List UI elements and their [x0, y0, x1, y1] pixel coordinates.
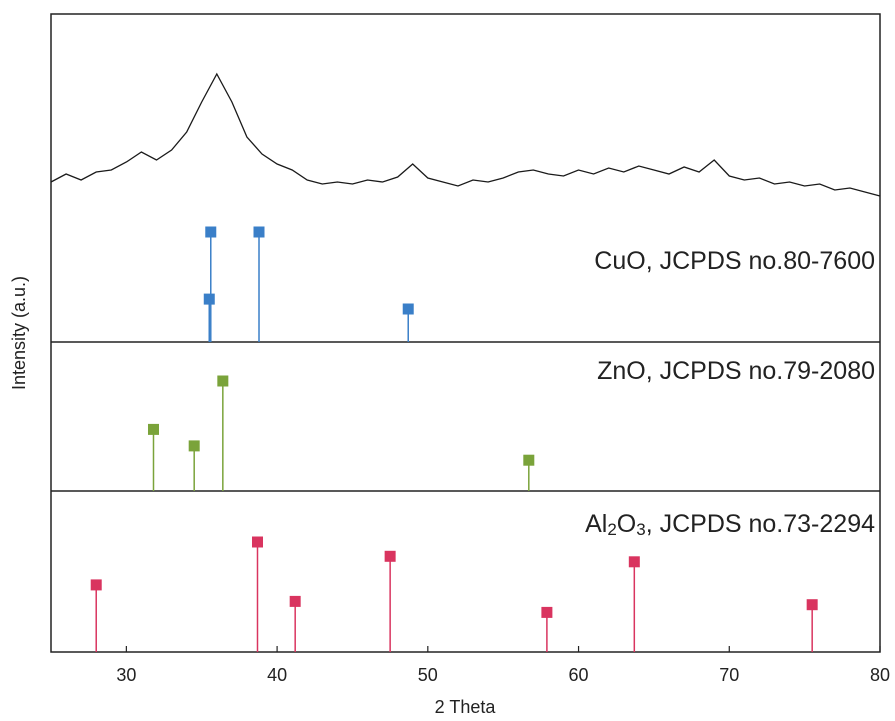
plot-frame [50, 13, 881, 653]
x-axis-label: 2 Theta [435, 697, 497, 717]
reference-marker [90, 579, 102, 591]
reference-marker [628, 556, 640, 568]
reference-marker [523, 454, 535, 466]
x-tick-label: 50 [418, 665, 438, 685]
reference-marker [541, 606, 553, 618]
reference-label: ZnO, JCPDS no.79-2080 [597, 357, 875, 385]
x-tick-label: 60 [569, 665, 589, 685]
reference-marker [147, 423, 159, 435]
y-axis-label: Intensity (a.u.) [9, 276, 29, 390]
reference-marker [402, 303, 414, 315]
reference-marker [251, 536, 263, 548]
x-tick-label: 40 [267, 665, 287, 685]
reference-marker [203, 293, 215, 305]
x-tick-label: 80 [870, 665, 890, 685]
x-tick-label: 70 [719, 665, 739, 685]
xrd-pattern [50, 72, 881, 197]
x-tick-label: 30 [116, 665, 136, 685]
reference-marker [253, 226, 265, 238]
reference-marker [217, 375, 229, 387]
reference-label: CuO, JCPDS no.80-7600 [594, 247, 875, 275]
reference-marker [188, 440, 200, 452]
reference-marker [384, 550, 396, 562]
reference-marker [205, 226, 217, 238]
reference-marker [806, 599, 818, 611]
reference-marker [289, 595, 301, 607]
reference-label: Al2O3, JCPDS no.73-2294 [585, 510, 875, 540]
